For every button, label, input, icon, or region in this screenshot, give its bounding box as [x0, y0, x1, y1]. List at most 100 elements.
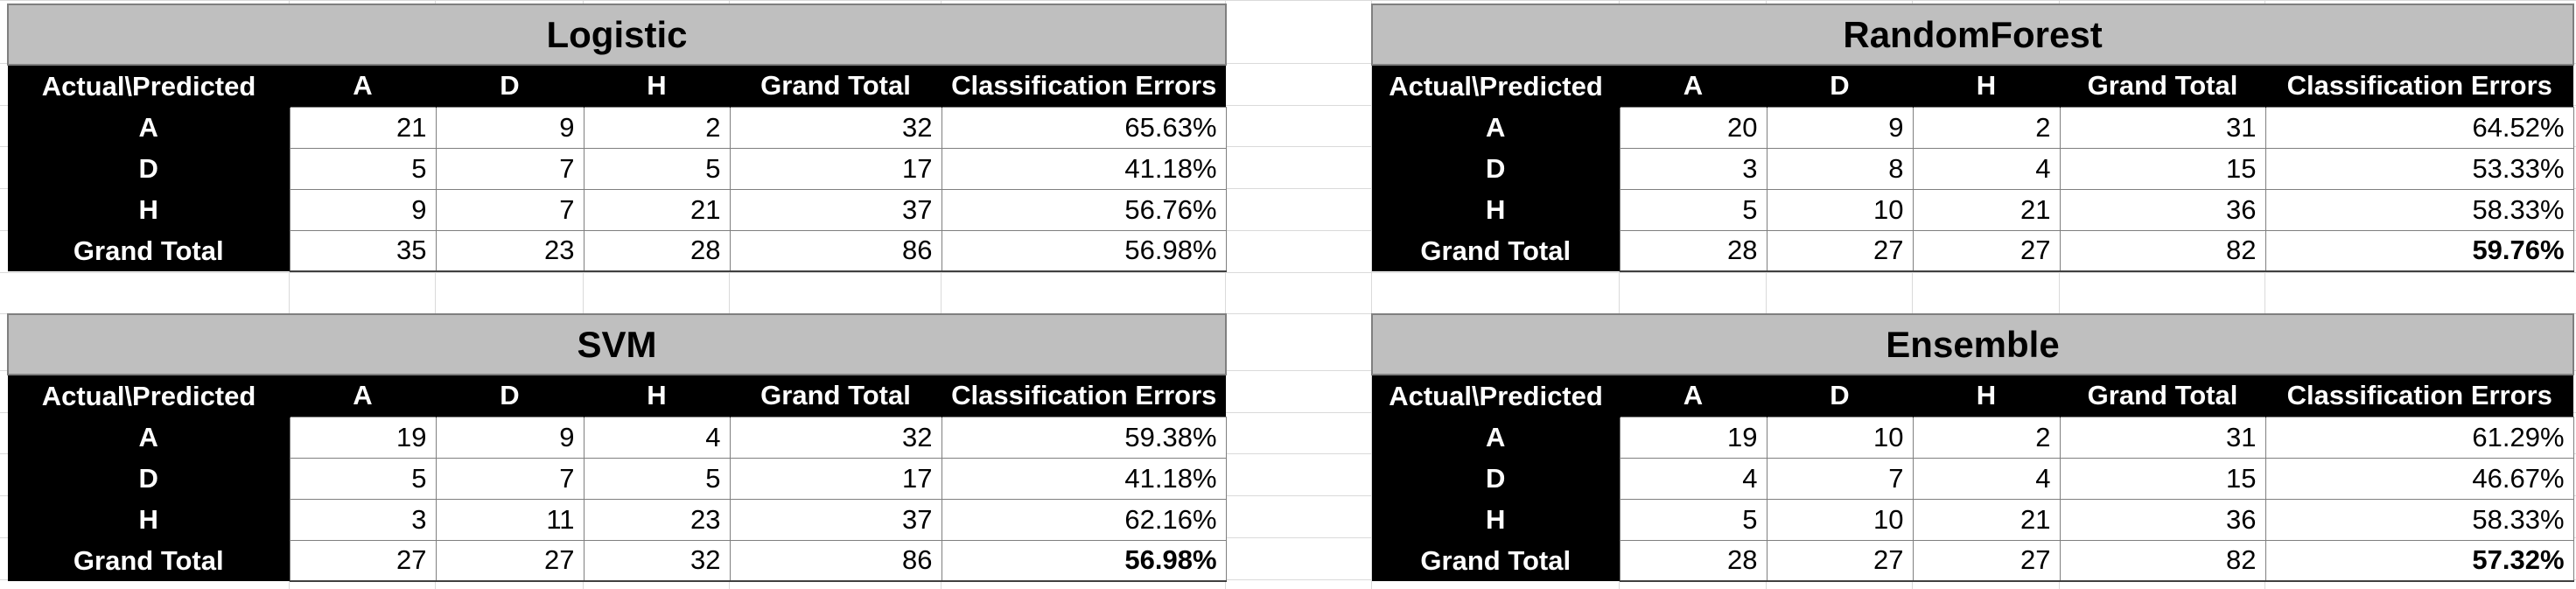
cell[interactable]: 4	[1912, 147, 2061, 190]
cell[interactable]: 21	[1912, 498, 2061, 541]
cell[interactable]: 10	[1766, 498, 1914, 541]
column-header: Grand Total	[2059, 65, 2265, 107]
cell[interactable]: 11	[435, 498, 584, 541]
cell[interactable]: 3	[1619, 147, 1768, 190]
cell[interactable]: 86	[729, 539, 942, 582]
cell[interactable]: 37	[729, 498, 942, 541]
cell[interactable]: 2	[1912, 106, 2061, 149]
cell[interactable]: 27	[289, 539, 437, 582]
column-header: H	[1912, 375, 2060, 417]
cell[interactable]: 86	[729, 229, 942, 272]
column-header: A	[289, 65, 436, 107]
cell[interactable]: 5	[1619, 188, 1768, 231]
table-row: D 5 7 5 17 41.18%	[8, 457, 1227, 500]
cell[interactable]: 7	[435, 457, 584, 500]
cell[interactable]: 31	[2059, 106, 2266, 149]
cell[interactable]: 21	[583, 188, 731, 231]
cell[interactable]: 35	[289, 229, 437, 272]
corner-header: Actual\Predicted	[1371, 65, 1620, 107]
cell[interactable]: 15	[2059, 457, 2266, 500]
cell[interactable]: 82	[2059, 229, 2266, 272]
cell[interactable]: 4	[583, 416, 731, 459]
cell[interactable]: 19	[289, 416, 437, 459]
cell[interactable]: 62.16%	[941, 498, 1227, 541]
cell[interactable]: 21	[289, 106, 437, 149]
cell[interactable]: 5	[289, 147, 437, 190]
cell[interactable]: 41.18%	[941, 457, 1227, 500]
total-error-cell[interactable]: 59.76%	[2264, 229, 2574, 272]
column-header: A	[289, 375, 436, 417]
cell[interactable]: 64.52%	[2264, 106, 2574, 149]
cell[interactable]: 58.33%	[2264, 188, 2574, 231]
table-title: SVM	[6, 313, 1228, 375]
cell[interactable]: 4	[1912, 457, 2061, 500]
total-error-cell[interactable]: 56.98%	[941, 229, 1227, 272]
row-label: H	[1372, 189, 1620, 230]
cell[interactable]: 17	[729, 457, 942, 500]
cell[interactable]: 2	[583, 106, 731, 149]
total-error-cell[interactable]: 57.32%	[2264, 539, 2574, 582]
cell[interactable]: 10	[1766, 416, 1914, 459]
cell[interactable]: 32	[583, 539, 731, 582]
cell[interactable]: 37	[729, 188, 942, 231]
cell[interactable]: 9	[1766, 106, 1914, 149]
cell[interactable]: 20	[1619, 106, 1768, 149]
cell[interactable]: 3	[289, 498, 437, 541]
cell[interactable]: 58.33%	[2264, 498, 2574, 541]
cell[interactable]: 59.38%	[941, 416, 1227, 459]
column-header: H	[1912, 65, 2060, 107]
column-header: Classification Errors	[2264, 375, 2574, 417]
cell[interactable]: 53.33%	[2264, 147, 2574, 190]
column-header: Grand Total	[729, 65, 942, 107]
cell[interactable]: 10	[1766, 188, 1914, 231]
column-header: D	[1766, 65, 1913, 107]
cell[interactable]: 31	[2059, 416, 2266, 459]
cell[interactable]: 8	[1766, 147, 1914, 190]
cell[interactable]: 2	[1912, 416, 2061, 459]
cell[interactable]: 27	[1766, 229, 1914, 272]
row-label: A	[1372, 417, 1620, 458]
cell[interactable]: 9	[289, 188, 437, 231]
cell[interactable]: 9	[435, 106, 584, 149]
cell[interactable]: 27	[1912, 229, 2061, 272]
cell[interactable]: 41.18%	[941, 147, 1227, 190]
cell[interactable]: 17	[729, 147, 942, 190]
cell[interactable]: 28	[583, 229, 731, 272]
cell[interactable]: 23	[435, 229, 584, 272]
cell[interactable]: 5	[583, 147, 731, 190]
cell[interactable]: 28	[1619, 229, 1768, 272]
cell[interactable]: 65.63%	[941, 106, 1227, 149]
table-row: H 5 10 21 36 58.33%	[1372, 498, 2574, 541]
cell[interactable]: 36	[2059, 498, 2266, 541]
cell[interactable]: 21	[1912, 188, 2061, 231]
cell[interactable]: 9	[435, 416, 584, 459]
cell[interactable]: 27	[1912, 539, 2061, 582]
cell[interactable]: 19	[1619, 416, 1768, 459]
cell[interactable]: 36	[2059, 188, 2266, 231]
cell[interactable]: 28	[1619, 539, 1768, 582]
cell[interactable]: 56.76%	[941, 188, 1227, 231]
cell[interactable]: 7	[1766, 457, 1914, 500]
row-label: H	[1372, 499, 1620, 540]
cell[interactable]: 5	[583, 457, 731, 500]
cell[interactable]: 4	[1619, 457, 1768, 500]
row-label: Grand Total	[8, 540, 290, 581]
cell[interactable]: 5	[1619, 498, 1768, 541]
cell[interactable]: 7	[435, 188, 584, 231]
cell[interactable]: 32	[729, 416, 942, 459]
cell[interactable]: 32	[729, 106, 942, 149]
cell[interactable]: 82	[2059, 539, 2266, 582]
row-label: A	[8, 107, 290, 148]
cell[interactable]: 27	[435, 539, 584, 582]
cell[interactable]: 46.67%	[2264, 457, 2574, 500]
cell[interactable]: 15	[2059, 147, 2266, 190]
total-error-cell[interactable]: 56.98%	[941, 539, 1227, 582]
corner-header: Actual\Predicted	[7, 65, 290, 107]
grand-total-row: Grand Total 28 27 27 82 59.76%	[1372, 229, 2574, 272]
cell[interactable]: 23	[583, 498, 731, 541]
cell[interactable]: 7	[435, 147, 584, 190]
cell[interactable]: 61.29%	[2264, 416, 2574, 459]
cell[interactable]: 27	[1766, 539, 1914, 582]
cell[interactable]: 5	[289, 457, 437, 500]
column-header: D	[1766, 375, 1913, 417]
